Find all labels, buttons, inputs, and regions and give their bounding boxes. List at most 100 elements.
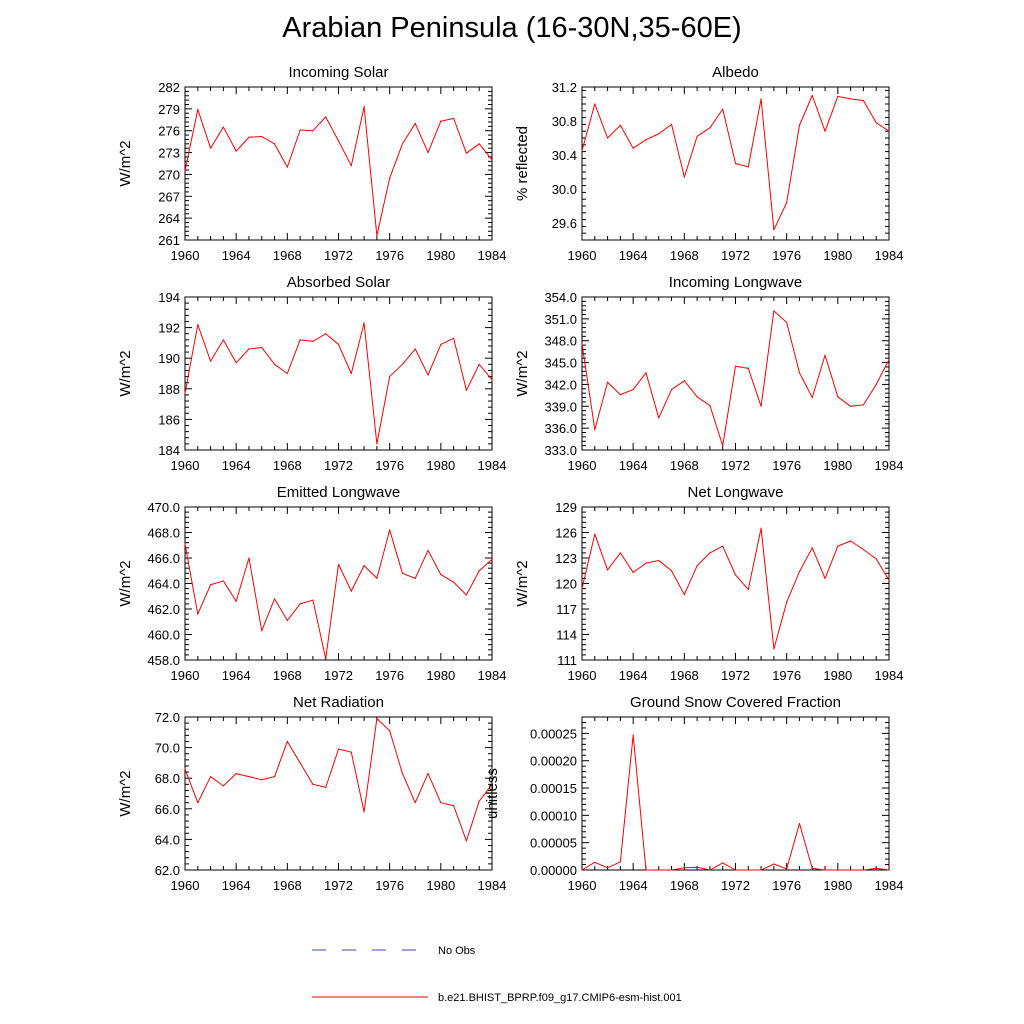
y-tick-label: 190 [158, 351, 180, 366]
x-tick-label: 1980 [426, 668, 455, 683]
y-tick-label: 348.0 [544, 334, 577, 349]
data-point [337, 748, 340, 750]
data-point [350, 165, 352, 167]
x-tick-label: 1972 [324, 248, 353, 263]
y-tick-label: 66.0 [155, 802, 180, 817]
y-axis-label: unitless [484, 768, 501, 819]
data-point [888, 579, 890, 581]
data-point [465, 594, 468, 596]
data-point [760, 527, 762, 529]
legend-label: No Obs [438, 945, 476, 957]
y-tick-label: 339.0 [544, 399, 577, 414]
y-tick-label: 188 [158, 382, 180, 397]
data-point [209, 147, 212, 149]
data-point [325, 658, 327, 660]
panel-6: Net Longwave 1960 1964 1968 1972 1976 1980 1984… [514, 484, 903, 683]
x-tick-label: 1972 [324, 458, 353, 473]
y-tick-label: 468.0 [147, 526, 180, 541]
data-point [453, 581, 455, 583]
y-axis-label: W/m^2 [514, 560, 531, 606]
x-tick-label: 1984 [875, 668, 904, 683]
data-point [837, 95, 839, 97]
y-tick-label: 111 [557, 653, 577, 668]
data-point [312, 599, 314, 601]
data-point [581, 150, 583, 152]
y-tick-label: 194 [158, 290, 180, 305]
data-point [337, 140, 340, 142]
y-tick-label: 31.2 [552, 80, 577, 95]
y-tick-label: 72.0 [155, 710, 180, 725]
data-point [645, 139, 647, 141]
y-tick-label: 0.00025 [530, 726, 577, 741]
data-point [862, 869, 865, 871]
data-point [786, 601, 788, 603]
data-point [606, 569, 609, 571]
panel-title: Absorbed Solar [287, 274, 390, 291]
data-point [248, 348, 250, 350]
y-tick-label: 460.0 [147, 628, 180, 643]
data-point [363, 322, 365, 324]
data-point [837, 869, 839, 871]
panel-title: Net Radiation [293, 694, 384, 711]
y-tick-label: 114 [556, 628, 577, 643]
data-point [670, 570, 673, 572]
data-point [465, 152, 468, 154]
data-point [709, 552, 711, 554]
y-tick-label: 466.0 [147, 551, 180, 566]
legend-label: b.e21.BHIST_BPRP.f09_g17.CMIP6-esm-hist.… [438, 992, 682, 1004]
y-tick-label: 261 [158, 233, 180, 248]
plot-frame [581, 296, 890, 451]
x-tick-label: 1980 [823, 878, 852, 893]
x-tick-label: 1972 [721, 668, 750, 683]
data-point [491, 558, 493, 560]
y-tick-label: 279 [158, 102, 180, 117]
data-point [773, 229, 775, 231]
x-tick-label: 1976 [772, 248, 801, 263]
data-point [658, 417, 660, 419]
data-point [261, 779, 263, 781]
x-tick-label: 1972 [721, 458, 750, 473]
x-tick-label: 1976 [772, 878, 801, 893]
data-point [440, 120, 442, 122]
data-point [645, 562, 647, 564]
data-point [414, 577, 416, 580]
data-point [197, 108, 199, 111]
x-tick-label: 1964 [619, 878, 648, 893]
data-point [414, 802, 416, 804]
data-point [222, 126, 224, 128]
data-point [824, 354, 826, 356]
data-point [401, 143, 404, 145]
y-tick-label: 126 [555, 526, 577, 541]
data-point [773, 648, 775, 650]
x-tick-label: 1960 [171, 668, 200, 683]
data-point [248, 557, 250, 559]
y-tick-label: 0.00020 [530, 754, 577, 769]
data-point [184, 768, 186, 770]
data-point [875, 558, 877, 560]
x-tick-label: 1980 [426, 878, 455, 893]
data-point [235, 773, 237, 775]
data-point [261, 135, 263, 138]
data-point [862, 404, 865, 406]
data-point [837, 545, 839, 547]
data-point [734, 162, 737, 165]
data-point [606, 867, 609, 869]
panel-title: Net Longwave [688, 484, 784, 501]
x-tick-label: 1964 [619, 248, 648, 263]
data-point [594, 429, 596, 431]
data-point [184, 170, 186, 172]
y-tick-label: 342.0 [544, 377, 577, 392]
x-tick-label: 1964 [222, 668, 251, 683]
x-tick-label: 1984 [875, 458, 904, 473]
data-point [440, 343, 442, 346]
x-tick-label: 1968 [273, 878, 302, 893]
x-tick-label: 1972 [324, 878, 353, 893]
x-tick-label: 1976 [375, 248, 404, 263]
data-point [722, 545, 724, 547]
data-point [299, 129, 301, 131]
data-point [235, 600, 237, 602]
data-point [594, 103, 596, 105]
data-point [606, 381, 609, 383]
y-tick-label: 68.0 [155, 771, 180, 786]
data-point [286, 372, 288, 375]
